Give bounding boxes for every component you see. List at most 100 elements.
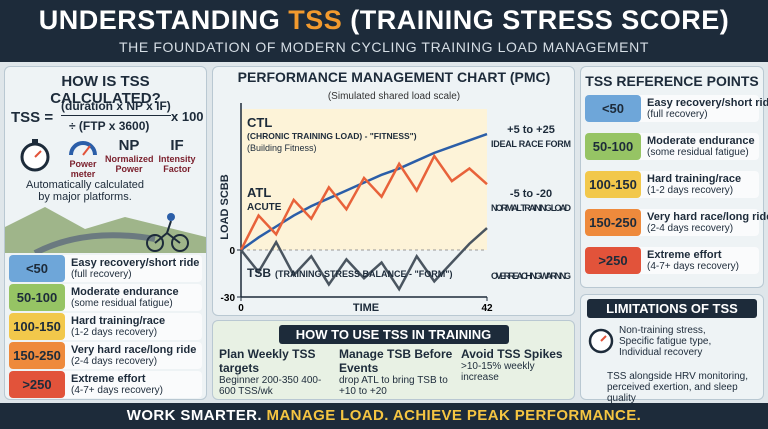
range-title: Hard training/race xyxy=(71,315,166,327)
usage-item-detail: >10-15% weekly increase xyxy=(461,361,535,383)
factor-label: Intensity Factor xyxy=(158,154,196,174)
series-label: CTL xyxy=(247,115,272,130)
usage-item-detail: Beginner 200-350 400-600 TSS/wk xyxy=(219,375,322,397)
range-title: Extreme effort xyxy=(71,373,146,385)
series-line xyxy=(239,153,488,251)
range-detail: (2-4 days recovery) xyxy=(71,356,158,367)
range-title: Hard training/race xyxy=(647,173,742,185)
range-badge: <50 xyxy=(585,95,641,122)
annotation: -5 to -20 xyxy=(510,188,552,200)
limitations-advice: TSS alongside HRV monitoring, perceived … xyxy=(607,371,748,404)
annotation: ACUTE xyxy=(247,202,282,213)
road-illustration xyxy=(5,207,206,253)
factor: IF Intensity Factor xyxy=(153,137,201,174)
usage-panel: HOW TO USE TSS IN TRAINING Plan Weekly T… xyxy=(212,320,575,400)
chart-subtitle: (Simulated shared load scale) xyxy=(328,91,460,102)
usage-item-title: Manage TSB Before Events xyxy=(339,347,453,375)
footer-highlight: MANAGE LOAD. ACHIEVE PEAK PERFORMANCE. xyxy=(266,407,642,424)
range-detail: (full recovery) xyxy=(647,109,708,120)
x-axis-label: TIME xyxy=(353,302,379,314)
x-tick-label: 0 xyxy=(238,303,244,314)
calc-panel: HOW IS TSS CALCULATED? TSS = (duration x… xyxy=(4,66,207,400)
clock-icon xyxy=(588,328,614,354)
stopwatch-icon xyxy=(20,139,50,172)
y-tick-label: 0 xyxy=(229,246,235,257)
usage-item-detail: drop ATL to bring TSB to +10 to +20 xyxy=(339,375,448,397)
annotation: (TRAINING STRESS BALANCE - "FORM") xyxy=(275,269,453,279)
annotation: +5 to +25 xyxy=(507,124,555,136)
range-detail: (2-4 days recovery) xyxy=(647,223,734,234)
calc-title: HOW IS TSS CALCULATED? xyxy=(50,73,161,107)
range-detail: (some residual fatigue) xyxy=(647,147,749,158)
pmc-panel: PERFORMANCE MANAGEMENT CHART (PMC) (Simu… xyxy=(212,66,575,316)
range-title: Moderate endurance xyxy=(71,286,179,298)
range-badge: >250 xyxy=(585,247,641,274)
factor-label: Power meter xyxy=(69,159,97,179)
chart-title: PERFORMANCE MANAGEMENT CHART (PMC) xyxy=(238,69,551,85)
calc-note: Automatically calculated by major platfo… xyxy=(25,179,144,203)
formula-lhs: TSS = xyxy=(11,109,54,126)
range-badge: 50-100 xyxy=(585,133,641,160)
range-detail: (full recovery) xyxy=(71,269,132,280)
series-label: ATL xyxy=(247,185,271,200)
factor: NP Normalized Power xyxy=(105,137,154,174)
formula-numerator: (duration x NP x IF) xyxy=(61,99,171,116)
range-detail: (1-2 days recovery) xyxy=(71,327,158,338)
usage-item-title: Avoid TSS Spikes xyxy=(461,347,563,361)
pmc-chart: PERFORMANCE MANAGEMENT CHART (PMC) (Simu… xyxy=(219,69,572,314)
range-detail: (4-7+ days recovery) xyxy=(71,385,163,396)
range-badge: 100-150 xyxy=(585,171,641,198)
factor-abbr: IF xyxy=(170,137,184,154)
annotation: (CHRONIC TRAINING LOAD) - "FITNESS") xyxy=(247,131,417,141)
annotation: NORMAL TRAINING LOAD xyxy=(491,203,572,213)
usage-item: Manage TSB Before Events drop ATL to brin… xyxy=(339,347,457,397)
title-tail: (TRAINING STRESS SCORE) xyxy=(350,5,730,35)
range-row: >250 Extreme effort (4-7+ days recovery) xyxy=(9,371,202,398)
series-label: TSB xyxy=(247,266,271,280)
range-row: <50 Easy recovery/short ride (full recover… xyxy=(585,95,768,122)
range-badge: >250 xyxy=(9,371,65,398)
header: UNDERSTANDING TSS (TRAINING STRESS SCORE… xyxy=(0,0,768,62)
reference-panel: TSS REFERENCE POINTS <50 Easy recovery/sh… xyxy=(580,66,768,288)
annotation: OVERREACHING WARNING xyxy=(491,271,571,281)
range-detail: (1-2 days recovery) xyxy=(647,185,734,196)
range-title: Very hard race/long ride xyxy=(647,211,768,223)
usage-item-title: Plan Weekly TSS targets xyxy=(219,347,316,375)
factor-abbr: NP xyxy=(118,137,140,154)
y-tick-label: -30 xyxy=(221,293,236,304)
formula-denominator: ÷ (FTP x 3600) xyxy=(69,119,150,133)
range-title: Easy recovery/short ride xyxy=(71,257,200,269)
range-row: >250 Extreme effort (4-7+ days recovery) xyxy=(585,247,759,274)
series-line xyxy=(240,227,488,292)
range-badge: 100-150 xyxy=(9,313,65,340)
y-axis-label: LOAD SCBB xyxy=(219,174,231,239)
range-row: 150-250 Very hard race/long ride (2-4 days… xyxy=(585,209,768,236)
range-row: 150-250 Very hard race/long ride (2-4 days… xyxy=(9,342,202,369)
range-title: Very hard race/long ride xyxy=(71,344,197,356)
range-badge: 150-250 xyxy=(9,342,65,369)
usage-item: Avoid TSS Spikes >10-15% weekly increase xyxy=(461,347,569,383)
range-badge: <50 xyxy=(9,255,65,282)
limitations-point: Non-training stress, Specific fatigue ty… xyxy=(619,325,712,358)
footer-lead: WORK SMARTER. xyxy=(126,407,262,424)
range-detail: (some residual fatigue) xyxy=(71,298,173,309)
title: UNDERSTANDING TSS (TRAINING STRESS SCORE… xyxy=(0,5,768,36)
formula-multiplier: x 100 xyxy=(171,109,204,124)
range-detail: (4-7+ days recovery) xyxy=(647,261,739,272)
usage-title: HOW TO USE TSS IN TRAINING xyxy=(278,325,509,344)
power-meter-icon xyxy=(69,141,97,156)
range-row: 50-100 Moderate endurance (some residual f… xyxy=(9,284,202,311)
title-lead: UNDERSTANDING xyxy=(38,5,281,35)
range-row: <50 Easy recovery/short ride (full recover… xyxy=(9,255,202,282)
subtitle: THE FOUNDATION OF MODERN CYCLING TRAININ… xyxy=(119,39,649,55)
range-row: 100-150 Hard training/race (1-2 days recov… xyxy=(9,313,202,340)
range-title: Extreme effort xyxy=(647,249,722,261)
limitations-panel: LIMITATIONS OF TSS Non-training stress, … xyxy=(580,294,764,404)
range-title: Easy recovery/short ride xyxy=(647,97,768,109)
x-tick-label: 42 xyxy=(481,303,493,314)
factor: Power meter xyxy=(59,139,107,179)
factor-label: Normalized Power xyxy=(105,154,154,174)
limitations-title: LIMITATIONS OF TSS xyxy=(587,299,757,318)
range-row: 50-100 Moderate endurance (some residual f… xyxy=(585,133,759,160)
